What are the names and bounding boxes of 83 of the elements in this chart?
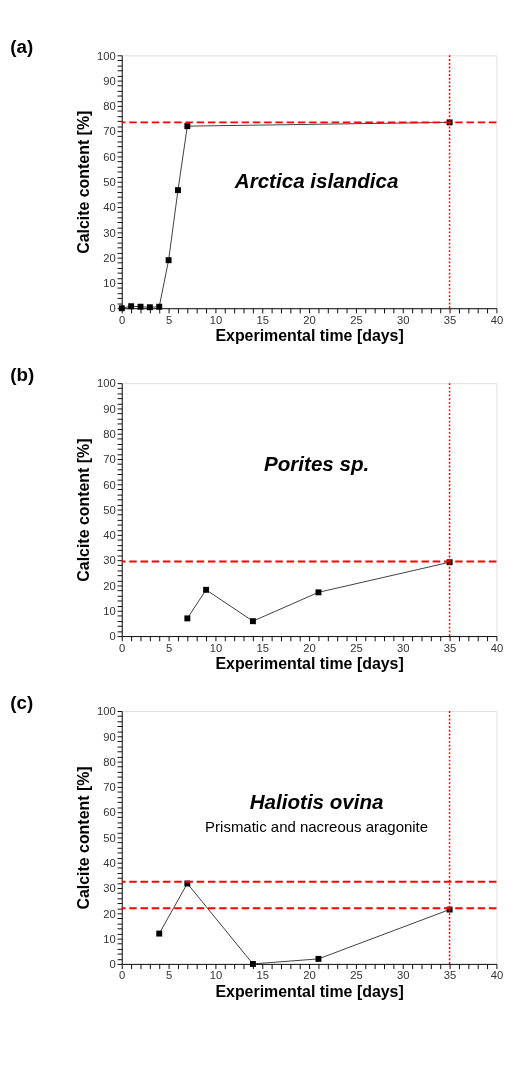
x-tick-label: 5 <box>165 313 173 326</box>
x-axis-title: Experimental time [days] <box>215 983 404 1001</box>
y-tick-label: 40 <box>103 529 116 542</box>
y-tick-label: 90 <box>103 402 116 415</box>
point <box>156 930 163 937</box>
x-tick-label: 40 <box>490 313 504 326</box>
x-tick-label: 35 <box>443 641 457 654</box>
y-tick-label: 20 <box>103 907 116 920</box>
y-tick-label: 100 <box>96 377 116 390</box>
y-tick-label: 0 <box>109 958 116 971</box>
point <box>249 618 256 625</box>
chart-title: (c) <box>10 692 34 714</box>
x-tick-label: 10 <box>209 641 223 654</box>
y-tick-label: 80 <box>103 427 116 440</box>
chart-title: (b) <box>10 364 35 386</box>
y-tick-label: 0 <box>109 630 116 643</box>
x-tick-label: 0 <box>119 641 126 654</box>
y-tick-label: 60 <box>103 478 116 491</box>
chart-title: (a) <box>10 36 34 58</box>
x-tick-label: 30 <box>397 969 410 982</box>
y-tick-label: 30 <box>103 226 116 239</box>
y-tick-label: 30 <box>103 882 116 895</box>
y-tick-label: 20 <box>103 251 116 264</box>
y-tick-label: 70 <box>103 781 116 794</box>
x-tick-label: 20 <box>303 313 316 326</box>
x-tick-label: 10 <box>209 313 223 326</box>
x-tick-label: 35 <box>443 969 457 982</box>
y-tick-label: 80 <box>103 755 116 768</box>
x-tick-label: 15 <box>256 313 269 326</box>
y-tick-label: 100 <box>96 49 116 62</box>
y-tick-label: 60 <box>103 150 116 163</box>
y-tick-label: 10 <box>103 605 116 618</box>
y-tick-label: 80 <box>103 100 116 113</box>
point <box>146 304 153 311</box>
x-tick-label: 40 <box>490 969 504 982</box>
x-tick-label: 25 <box>350 313 363 326</box>
x-tick-label: 10 <box>209 969 223 982</box>
y-tick-label: 50 <box>103 176 116 188</box>
point <box>184 123 191 130</box>
y-tick-label: 100 <box>96 705 116 718</box>
x-tick-label: 25 <box>350 969 363 982</box>
point <box>175 187 181 194</box>
x-tick-label: 40 <box>490 641 504 654</box>
point <box>184 615 191 622</box>
y-tick-label: 40 <box>103 201 116 214</box>
x-tick-label: 5 <box>165 641 173 654</box>
x-tick-label: 5 <box>165 969 173 982</box>
annotation: Haliotis ovina <box>249 789 384 813</box>
y-tick-label: 50 <box>103 831 116 844</box>
annotation: Porites sp. <box>263 451 370 475</box>
x-tick-label: 30 <box>397 313 410 326</box>
x-tick-label: 20 <box>303 641 316 654</box>
y-tick-label: 90 <box>103 74 116 87</box>
point <box>156 303 163 310</box>
y-tick-label: 0 <box>109 302 116 315</box>
annotation: Arctica islandica <box>233 169 399 193</box>
y-tick-label: 10 <box>103 277 116 290</box>
y-tick-label: 50 <box>103 503 116 516</box>
x-tick-label: 15 <box>256 969 269 982</box>
point <box>165 257 172 264</box>
y-tick-label: 60 <box>103 806 116 819</box>
x-axis-title: Experimental time [days] <box>215 655 404 673</box>
y-tick-label: 30 <box>103 554 116 567</box>
point <box>128 303 135 310</box>
x-tick-label: 0 <box>119 313 126 326</box>
y-axis-title: Calcite content [%] <box>75 438 93 582</box>
x-tick-label: 35 <box>443 313 457 326</box>
y-axis-title: Calcite content [%] <box>75 766 93 910</box>
x-tick-label: 25 <box>350 641 363 654</box>
x-tick-label: 20 <box>303 969 316 982</box>
y-tick-label: 70 <box>103 453 116 466</box>
x-tick-label: 0 <box>119 969 126 982</box>
x-tick-label: 30 <box>397 641 410 654</box>
point <box>203 586 210 593</box>
y-axis-title: Calcite content [%] <box>75 110 93 254</box>
x-axis-title: Experimental time [days] <box>215 327 404 345</box>
y-tick-label: 90 <box>103 730 116 743</box>
x-tick-label: 15 <box>256 641 269 654</box>
y-tick-label: 20 <box>103 579 116 592</box>
y-tick-label: 40 <box>103 856 116 869</box>
annotation: Prismatic and nacreous aragonite <box>205 818 429 836</box>
y-tick-label: 70 <box>103 125 116 138</box>
y-tick-label: 10 <box>103 932 116 945</box>
